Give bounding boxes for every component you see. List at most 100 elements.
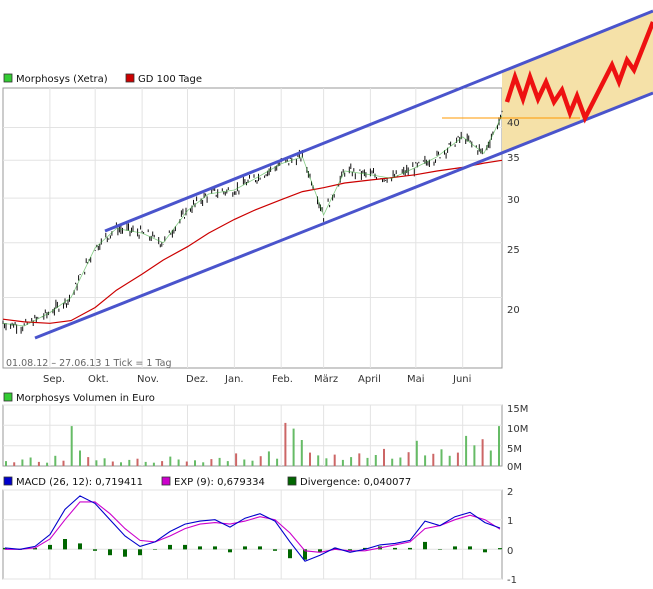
price-series [2,110,503,334]
divergence-bar [213,546,217,550]
x-tick-dez: Dez. [186,374,208,385]
volume-bar [185,461,188,466]
x-tick-nov: Nov. [137,374,159,385]
divergence-bar [63,539,67,550]
volume-bar [489,450,492,466]
divergence-bar [183,544,187,550]
divergence-bar [123,549,127,557]
divergence-bar [333,547,337,550]
volume-panel: Morphosys Volumen in Euro 15M 10M 5M 0M [2,392,528,473]
x-tick-maerz: März [314,374,338,385]
projection-zigzag [504,21,653,124]
volume-bar [21,459,24,466]
divergence-bar [498,548,502,550]
volume-bar [391,458,394,466]
volume-bar [144,461,147,466]
date-range-label: 01.08.12 – 27.06.13 1 Tick = 1 Tag [6,358,172,369]
volume-bar [235,453,238,466]
divergence-bar [48,544,52,550]
trend-channel-lower [34,91,653,340]
y-tick-40: 40 [507,118,520,129]
volume-bar [37,461,40,466]
volume-bars [5,422,500,466]
volume-bar [284,422,287,466]
volume-bar [177,459,180,466]
volume-bar [136,458,139,466]
volume-bar [325,458,328,466]
volume-legend-swatch [3,392,13,402]
divergence-bar [468,546,472,550]
projection-box [502,11,653,153]
volume-bar [161,461,164,466]
volume-bar [226,461,229,466]
price-plot-area [2,87,503,369]
trend-channel-upper [104,9,653,233]
divergence-bar [423,541,427,550]
divergence-bar [363,547,367,550]
volume-bar [202,462,205,466]
volume-bar [218,457,221,466]
legend-swatch-gd100 [125,73,135,83]
divergence-bar [258,546,262,550]
macd-tick-1: 1 [507,516,513,527]
divergence-bar [228,549,232,553]
volume-bar [399,457,402,466]
volume-bar [415,440,418,466]
volume-plot-area [2,404,503,467]
volume-bar [46,462,49,466]
volume-bar [424,455,427,466]
volume-bar [383,448,385,466]
volume-bar [54,455,57,466]
divergence-bar [273,549,277,551]
volume-tick-5m: 5M [507,444,522,455]
volume-bar [407,452,410,466]
x-tick-feb: Feb. [272,374,293,385]
y-tick-20: 20 [507,305,520,316]
volume-bar [194,460,196,466]
legend-label-price: Morphosys (Xetra) [16,74,108,85]
volume-bar [169,456,172,466]
exp-line [5,501,501,553]
macd-grid [3,489,502,580]
divergence-bar [168,544,172,550]
macd-tick-2: 2 [507,487,513,498]
volume-bar [62,460,65,466]
volume-bar [317,455,320,466]
volume-tick-0m: 0M [507,462,522,473]
y-tick-35: 35 [507,153,520,164]
volume-bar [120,462,122,466]
volume-bar [87,457,90,466]
x-tick-okt: Okt. [88,374,109,385]
volume-bar [350,457,353,466]
volume-bar [292,428,295,466]
macd-legend-label: MACD (26, 12): 0,719411 [16,477,143,488]
volume-bar [79,450,81,466]
x-tick-sep: Sep. [43,374,65,385]
x-tick-mai: Mai [407,374,425,385]
price-panel: Morphosys (Xetra) GD 100 Tage 01.08.12 –… [2,9,653,385]
volume-bar [498,426,500,466]
x-tick-april: April [358,374,381,385]
x-tick-jan: Jan. [224,374,244,385]
y-tick-25: 25 [507,245,520,256]
volume-bar [366,457,369,466]
macd-panel: MACD (26, 12): 0,719411 EXP (9): 0,67933… [2,476,517,586]
volume-bar [95,460,98,466]
volume-bar [251,460,254,466]
divergence-legend-label: Divergence: 0,040077 [300,477,411,488]
gd100-line [2,159,503,324]
volume-bar [267,451,270,466]
exp-legend-label: EXP (9): 0,679334 [174,477,265,488]
divergence-bar [303,549,307,560]
divergence-bar [438,549,442,550]
macd-tick-minus1: -1 [507,575,517,586]
macd-plot-area [2,489,503,580]
macd-legend-swatch [3,476,13,486]
macd-series [3,495,502,562]
divergence-bar [288,549,292,559]
price-grid [3,88,502,368]
volume-bar [448,455,451,466]
divergence-bar [3,547,7,550]
divergence-bar [198,546,202,550]
volume-bar [103,458,106,466]
